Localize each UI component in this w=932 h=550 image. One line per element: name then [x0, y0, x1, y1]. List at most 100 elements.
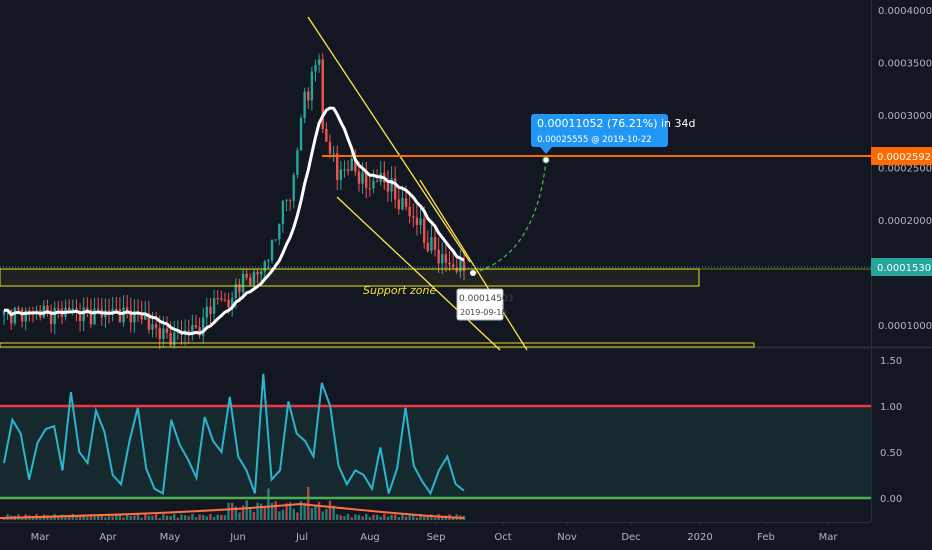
time-tick-label: Nov — [557, 532, 577, 543]
osc-tick-label: 0.00 — [880, 494, 902, 505]
volume-bar — [451, 517, 455, 520]
volume-bar — [162, 514, 165, 520]
candle-body — [437, 249, 440, 264]
candle-body — [78, 312, 82, 322]
candle-body — [393, 178, 397, 200]
candles-group — [2, 53, 466, 350]
volume-bar — [158, 517, 161, 520]
candle-body — [451, 264, 455, 268]
support-zone-box[interactable] — [0, 268, 700, 287]
candle-body — [317, 59, 321, 65]
volume-bar — [288, 502, 292, 520]
projection-target-dot[interactable] — [542, 156, 550, 164]
moving-average-line — [4, 106, 465, 336]
time-axis[interactable]: Mar Apr May Jun Jul Aug Sep Oct Nov Dec 2020 Feb Mar — [31, 522, 839, 543]
volume-bar — [310, 508, 314, 520]
volume-bar — [390, 514, 393, 520]
volume-bar — [415, 517, 419, 520]
candle-body — [89, 309, 93, 325]
volume-bar — [49, 516, 53, 520]
oscillator-line — [3, 373, 465, 496]
volume-bar — [256, 502, 259, 520]
time-tick-label: May — [160, 532, 181, 543]
point-marker-label[interactable]: 0.00014503 2019-09-18 — [456, 288, 513, 321]
volume-bar — [321, 511, 324, 520]
candle-body — [270, 240, 274, 261]
volume-bar — [278, 511, 281, 520]
projection-curve[interactable] — [472, 160, 547, 274]
candle-body — [408, 207, 411, 217]
candle-body — [307, 91, 310, 101]
volume-bar — [230, 502, 234, 520]
volume-bar — [307, 486, 310, 520]
time-tick-label: Mar — [819, 532, 839, 543]
candle-body — [173, 332, 176, 346]
candle-body — [245, 273, 248, 278]
current-price-text: 0.00015307 — [877, 263, 932, 274]
osc-tick-label: 0.50 — [880, 448, 902, 459]
candle-body — [354, 158, 357, 172]
projection-start-dot[interactable] — [470, 270, 476, 276]
candle-body — [397, 199, 401, 210]
volume-bar — [317, 501, 321, 520]
projection-tooltip[interactable]: 0.00011052 (76.21%) in 34d 0.00025555 @ … — [531, 114, 696, 154]
wedge-outer-line[interactable] — [419, 179, 528, 351]
candle-body — [17, 307, 20, 310]
volume-bar — [223, 515, 227, 520]
candle-body — [343, 169, 346, 171]
volume-bar — [187, 516, 190, 520]
candle-body — [426, 242, 429, 252]
candle-body — [24, 310, 27, 322]
volume-bar — [365, 514, 368, 520]
volume-bar — [173, 514, 176, 520]
oscillator-axis[interactable]: 1.50 1.00 0.50 0.00 — [880, 356, 902, 505]
candle-body — [151, 324, 154, 330]
projection-tooltip-line1: 0.00011052 (76.21%) in 34d — [537, 117, 696, 130]
lower-band-box[interactable] — [0, 342, 755, 348]
volume-bar — [332, 505, 335, 520]
candle-body — [140, 313, 143, 320]
wedge-lower-line[interactable] — [336, 196, 501, 351]
wedge-upper-line[interactable] — [307, 16, 471, 263]
candle-body — [20, 309, 24, 322]
candle-body — [296, 150, 299, 175]
candle-body — [430, 237, 433, 252]
candle-body — [67, 307, 71, 310]
volume-bar — [183, 515, 187, 520]
candle-body — [71, 308, 75, 310]
candle-body — [252, 272, 256, 285]
volume-bar — [2, 518, 6, 520]
candle-body — [350, 158, 353, 171]
volume-bar — [343, 516, 346, 520]
volume-bar — [144, 514, 147, 520]
candle-body — [241, 273, 245, 293]
volume-bar — [57, 517, 60, 520]
candle-body — [303, 91, 306, 119]
volume-bar — [336, 514, 339, 520]
candle-body — [404, 198, 408, 208]
volume-bar — [350, 517, 353, 520]
candle-body — [234, 284, 238, 299]
time-tick-label: Feb — [757, 532, 775, 543]
volume-bar — [122, 517, 125, 520]
candle-body — [455, 267, 458, 272]
volume-bar — [339, 515, 343, 520]
volume-bar — [419, 514, 422, 520]
candle-body — [165, 328, 169, 334]
volume-bar — [234, 506, 238, 520]
candle-body — [328, 141, 332, 154]
volume-bar — [299, 501, 303, 520]
point-marker-value: 0.00014503 — [459, 294, 513, 304]
volume-bar — [325, 509, 328, 520]
osc-band-fill — [0, 406, 871, 498]
candle-body — [249, 277, 252, 285]
volume-bar — [39, 517, 42, 520]
candle-body — [274, 239, 277, 241]
volume-bar — [245, 500, 248, 520]
volume-bar — [147, 515, 151, 520]
candle-body — [147, 313, 151, 330]
